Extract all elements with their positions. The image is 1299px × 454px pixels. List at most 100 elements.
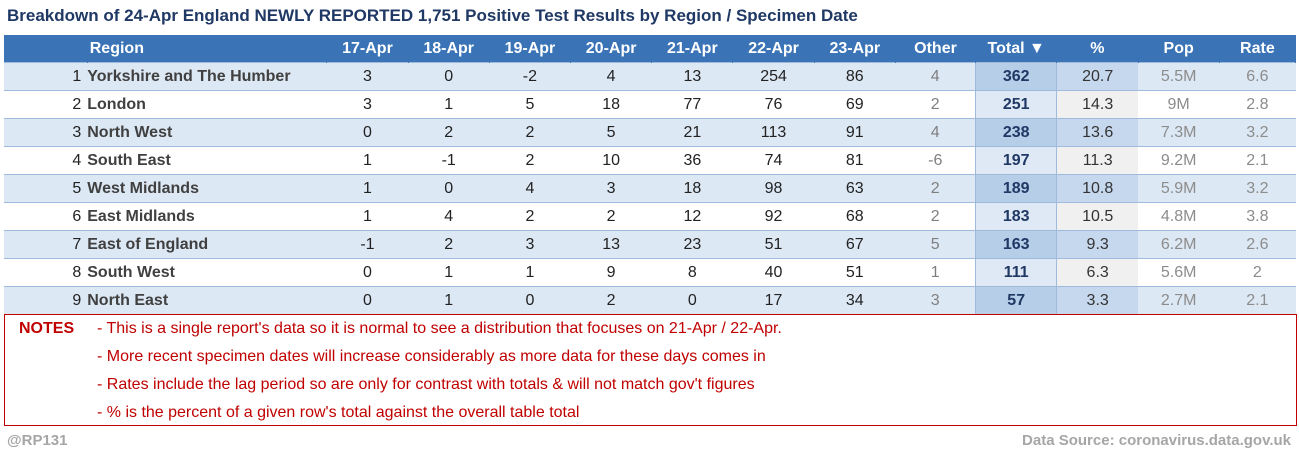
day-21-apr-cell: 36 bbox=[651, 146, 733, 175]
day-22-apr-cell: 92 bbox=[732, 202, 815, 231]
day-20-apr-cell: 18 bbox=[570, 90, 652, 119]
pop-cell: 5.9M bbox=[1138, 174, 1220, 203]
day-23-apr-cell: 68 bbox=[814, 202, 896, 231]
column-header-total-sorted[interactable]: Total ▼ bbox=[975, 35, 1058, 63]
pop-cell: 5.6M bbox=[1138, 258, 1220, 287]
day-17-apr-cell: 1 bbox=[326, 202, 409, 231]
table-row: 2 London 3 1 5 18 77 76 69 2 251 14.3 9M 2.8 bbox=[4, 90, 1296, 119]
rank-cell: 8 bbox=[4, 258, 88, 287]
region-name-cell: East Midlands bbox=[87, 202, 327, 231]
day-17-apr-cell: 0 bbox=[326, 118, 409, 147]
day-20-apr-cell: 4 bbox=[570, 62, 652, 91]
day-18-apr-cell: 1 bbox=[408, 258, 490, 287]
day-21-apr-cell: 0 bbox=[651, 286, 733, 315]
rate-cell: 2.6 bbox=[1219, 230, 1296, 259]
column-header-rate[interactable]: Rate bbox=[1219, 35, 1297, 63]
total-cell: 57 bbox=[975, 286, 1058, 315]
column-header-19-apr[interactable]: 19-Apr bbox=[489, 35, 572, 63]
day-19-apr-cell: 2 bbox=[489, 118, 571, 147]
table-row: 8 South West 0 1 1 9 8 40 51 1 111 6.3 5.6M 2 bbox=[4, 258, 1296, 287]
column-header-percent[interactable]: % bbox=[1056, 35, 1139, 63]
table-row: 4 South East 1 -1 2 10 36 74 81 -6 197 11.3 9.2M 2.1 bbox=[4, 146, 1296, 175]
rate-cell: 2 bbox=[1219, 258, 1296, 287]
other-cell: 1 bbox=[895, 258, 976, 287]
day-19-apr-cell: 5 bbox=[489, 90, 571, 119]
day-20-apr-cell: 9 bbox=[570, 258, 652, 287]
day-19-apr-cell: 2 bbox=[489, 202, 571, 231]
total-cell: 362 bbox=[975, 62, 1058, 91]
rank-cell: 7 bbox=[4, 230, 88, 259]
day-22-apr-cell: 254 bbox=[732, 62, 815, 91]
column-header-21-apr[interactable]: 21-Apr bbox=[651, 35, 734, 63]
day-18-apr-cell: 4 bbox=[408, 202, 490, 231]
day-17-apr-cell: 3 bbox=[326, 90, 409, 119]
day-23-apr-cell: 34 bbox=[814, 286, 896, 315]
pop-cell: 6.2M bbox=[1138, 230, 1220, 259]
region-name-cell: West Midlands bbox=[87, 174, 327, 203]
day-21-apr-cell: 13 bbox=[651, 62, 733, 91]
note-line: - More recent specimen dates will increa… bbox=[97, 348, 766, 365]
region-name-cell: North East bbox=[87, 286, 327, 315]
day-21-apr-cell: 23 bbox=[651, 230, 733, 259]
column-header-20-apr[interactable]: 20-Apr bbox=[570, 35, 653, 63]
column-header-pop[interactable]: Pop bbox=[1138, 35, 1220, 63]
percent-cell: 10.8 bbox=[1056, 174, 1139, 203]
day-22-apr-cell: 98 bbox=[732, 174, 815, 203]
total-cell: 197 bbox=[975, 146, 1058, 175]
day-22-apr-cell: 74 bbox=[732, 146, 815, 175]
percent-cell: 13.6 bbox=[1056, 118, 1139, 147]
region-name-cell: South West bbox=[87, 258, 327, 287]
notes-label: NOTES bbox=[19, 320, 75, 337]
total-cell: 251 bbox=[975, 90, 1058, 119]
region-name-cell: Yorkshire and The Humber bbox=[87, 62, 327, 91]
day-20-apr-cell: 2 bbox=[570, 286, 652, 315]
day-22-apr-cell: 40 bbox=[732, 258, 815, 287]
percent-cell: 3.3 bbox=[1056, 286, 1139, 315]
other-cell: 2 bbox=[895, 202, 976, 231]
day-21-apr-cell: 21 bbox=[651, 118, 733, 147]
day-19-apr-cell: 1 bbox=[489, 258, 571, 287]
other-cell: -6 bbox=[895, 146, 976, 175]
percent-cell: 14.3 bbox=[1056, 90, 1139, 119]
day-17-apr-cell: -1 bbox=[326, 230, 409, 259]
day-22-apr-cell: 17 bbox=[732, 286, 815, 315]
column-header-23-apr[interactable]: 23-Apr bbox=[814, 35, 896, 63]
column-header-region[interactable]: Region bbox=[87, 35, 328, 63]
column-header-18-apr[interactable]: 18-Apr bbox=[408, 35, 490, 63]
table-row: 9 North East 0 1 0 2 0 17 34 3 57 3.3 2.7M 2.1 bbox=[4, 286, 1296, 315]
day-18-apr-cell: -1 bbox=[408, 146, 490, 175]
percent-cell: 6.3 bbox=[1056, 258, 1139, 287]
day-21-apr-cell: 12 bbox=[651, 202, 733, 231]
page-title: Breakdown of 24-Apr England NEWLY REPORT… bbox=[7, 6, 858, 25]
notes-box: NOTES - This is a single report's data s… bbox=[4, 314, 1297, 426]
day-18-apr-cell: 1 bbox=[408, 90, 490, 119]
rate-cell: 3.2 bbox=[1219, 118, 1296, 147]
table-row: 1 Yorkshire and The Humber 3 0 -2 4 13 254 86 4 36… bbox=[4, 62, 1296, 91]
region-name-cell: East of England bbox=[87, 230, 327, 259]
day-22-apr-cell: 113 bbox=[732, 118, 815, 147]
table-row: 5 West Midlands 1 0 4 3 18 98 63 2 189 10.8 5.9M 3.2 bbox=[4, 174, 1296, 203]
column-header-22-apr[interactable]: 22-Apr bbox=[732, 35, 815, 63]
table-row: 6 East Midlands 1 4 2 2 12 92 68 2 183 10.5 4.8M 3.8 bbox=[4, 202, 1296, 231]
day-23-apr-cell: 81 bbox=[814, 146, 896, 175]
percent-cell: 9.3 bbox=[1056, 230, 1139, 259]
day-23-apr-cell: 69 bbox=[814, 90, 896, 119]
note-line: - This is a single report's data so it i… bbox=[97, 320, 782, 337]
data-source: Data Source: coronavirus.data.gov.uk bbox=[1022, 432, 1291, 449]
rank-cell: 2 bbox=[4, 90, 88, 119]
other-cell: 5 bbox=[895, 230, 976, 259]
column-header-17-apr[interactable]: 17-Apr bbox=[326, 35, 409, 63]
rate-cell: 3.8 bbox=[1219, 202, 1296, 231]
day-19-apr-cell: 3 bbox=[489, 230, 571, 259]
column-header-other[interactable]: Other bbox=[895, 35, 977, 63]
total-cell: 163 bbox=[975, 230, 1058, 259]
day-17-apr-cell: 1 bbox=[326, 174, 409, 203]
percent-cell: 20.7 bbox=[1056, 62, 1139, 91]
day-20-apr-cell: 13 bbox=[570, 230, 652, 259]
day-20-apr-cell: 2 bbox=[570, 202, 652, 231]
other-cell: 3 bbox=[895, 286, 976, 315]
day-20-apr-cell: 5 bbox=[570, 118, 652, 147]
day-22-apr-cell: 76 bbox=[732, 90, 815, 119]
day-19-apr-cell: 2 bbox=[489, 146, 571, 175]
percent-cell: 11.3 bbox=[1056, 146, 1139, 175]
